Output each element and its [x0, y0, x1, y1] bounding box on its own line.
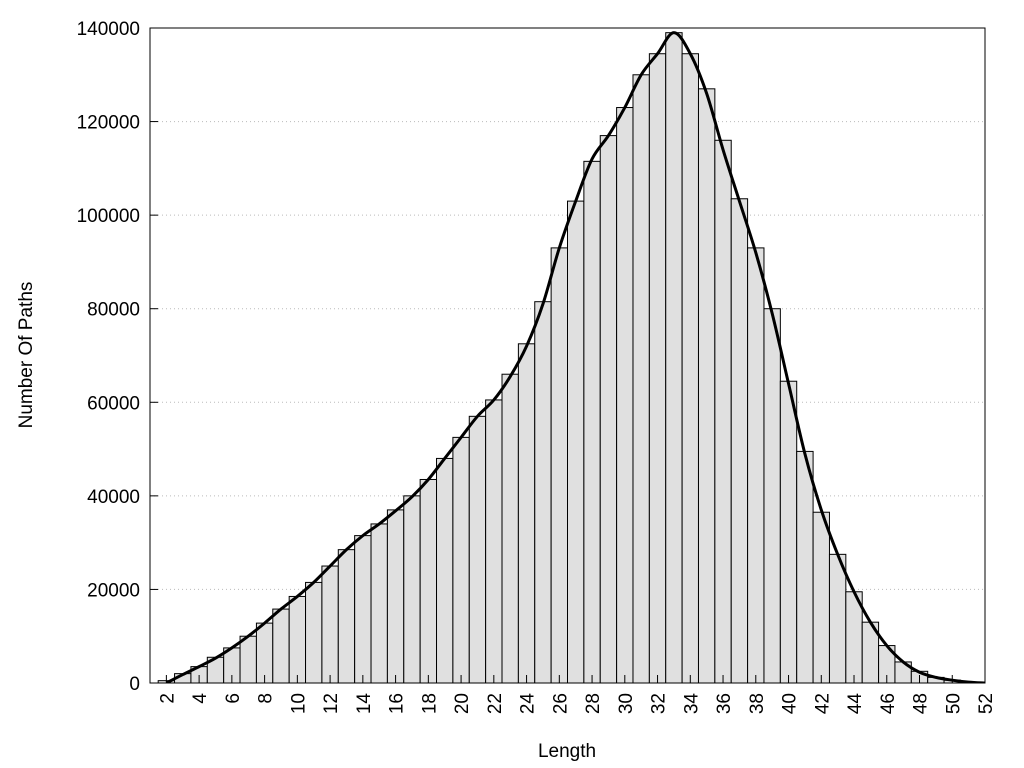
bar: [550, 247, 568, 683]
x-tick-label: 16: [387, 693, 408, 714]
bar: [370, 523, 388, 683]
bar: [714, 139, 732, 683]
bar: [272, 608, 290, 683]
x-tick-label: 30: [616, 693, 637, 714]
bar: [436, 457, 454, 683]
x-tick-label: 6: [223, 693, 244, 704]
bar: [485, 399, 503, 683]
x-tick-label: 8: [256, 693, 277, 704]
bar: [386, 509, 405, 683]
x-tick-label: 32: [649, 693, 670, 714]
bar: [452, 436, 470, 683]
y-tick-label: 0: [129, 674, 140, 695]
bar: [796, 450, 814, 683]
bar: [534, 301, 552, 683]
y-tick-label: 80000: [87, 300, 140, 321]
bar: [288, 595, 307, 683]
x-tick-label: 44: [845, 693, 866, 715]
x-tick-label: 14: [354, 693, 375, 715]
bar: [763, 308, 781, 683]
x-tick-label: 46: [878, 693, 899, 714]
x-tick-label: 34: [681, 693, 702, 715]
x-tick-label: 38: [747, 693, 768, 714]
y-tick-label: 140000: [77, 19, 140, 40]
plot-frame: [149, 27, 986, 684]
x-tick-label: 52: [976, 693, 997, 714]
y-tick-label: 100000: [77, 206, 140, 227]
x-tick-label: 28: [583, 693, 604, 714]
bar: [599, 135, 618, 683]
bar: [632, 74, 650, 683]
x-tick-label: 18: [419, 693, 440, 714]
bar: [419, 478, 438, 683]
plot-area: [157, 31, 985, 683]
x-tick-label: 40: [780, 693, 801, 714]
bar: [468, 415, 487, 683]
x-tick-label: 12: [321, 693, 342, 714]
x-tick-label: 42: [812, 693, 833, 714]
bar: [501, 373, 519, 683]
x-tick-label: 48: [911, 693, 932, 714]
bar: [665, 32, 683, 683]
bar: [730, 198, 749, 683]
bar: [354, 535, 372, 683]
bar: [321, 565, 339, 683]
bar: [583, 160, 601, 683]
bar: [403, 495, 421, 683]
bar: [616, 107, 634, 683]
bar: [828, 553, 847, 683]
bar: [812, 511, 830, 683]
x-tick-label: 26: [550, 693, 571, 714]
bar: [747, 247, 765, 683]
curve: [165, 31, 985, 683]
bar: [648, 53, 667, 683]
bar: [255, 622, 274, 683]
x-tick-label: 24: [518, 693, 539, 715]
x-tick-label: 36: [714, 693, 735, 714]
bar: [681, 53, 699, 683]
x-axis-label: Length: [538, 741, 596, 762]
bar: [517, 343, 536, 683]
x-tick-label: 22: [485, 693, 506, 714]
bar: [697, 88, 716, 683]
y-tick-label: 40000: [87, 487, 140, 508]
bar: [779, 380, 798, 683]
bar: [337, 549, 356, 683]
x-tick-label: 10: [288, 693, 309, 714]
y-tick-label: 20000: [87, 580, 140, 601]
x-tick-label: 20: [452, 693, 473, 714]
x-tick-label: 4: [190, 693, 211, 704]
y-tick-label: 60000: [87, 393, 140, 414]
bar: [239, 635, 257, 683]
bar: [305, 581, 323, 683]
y-axis-label: Number Of Paths: [16, 282, 37, 429]
x-tick-label: 2: [157, 693, 178, 704]
bar: [567, 200, 585, 683]
y-tick-label: 120000: [77, 113, 140, 134]
x-tick-label: 50: [943, 693, 964, 714]
